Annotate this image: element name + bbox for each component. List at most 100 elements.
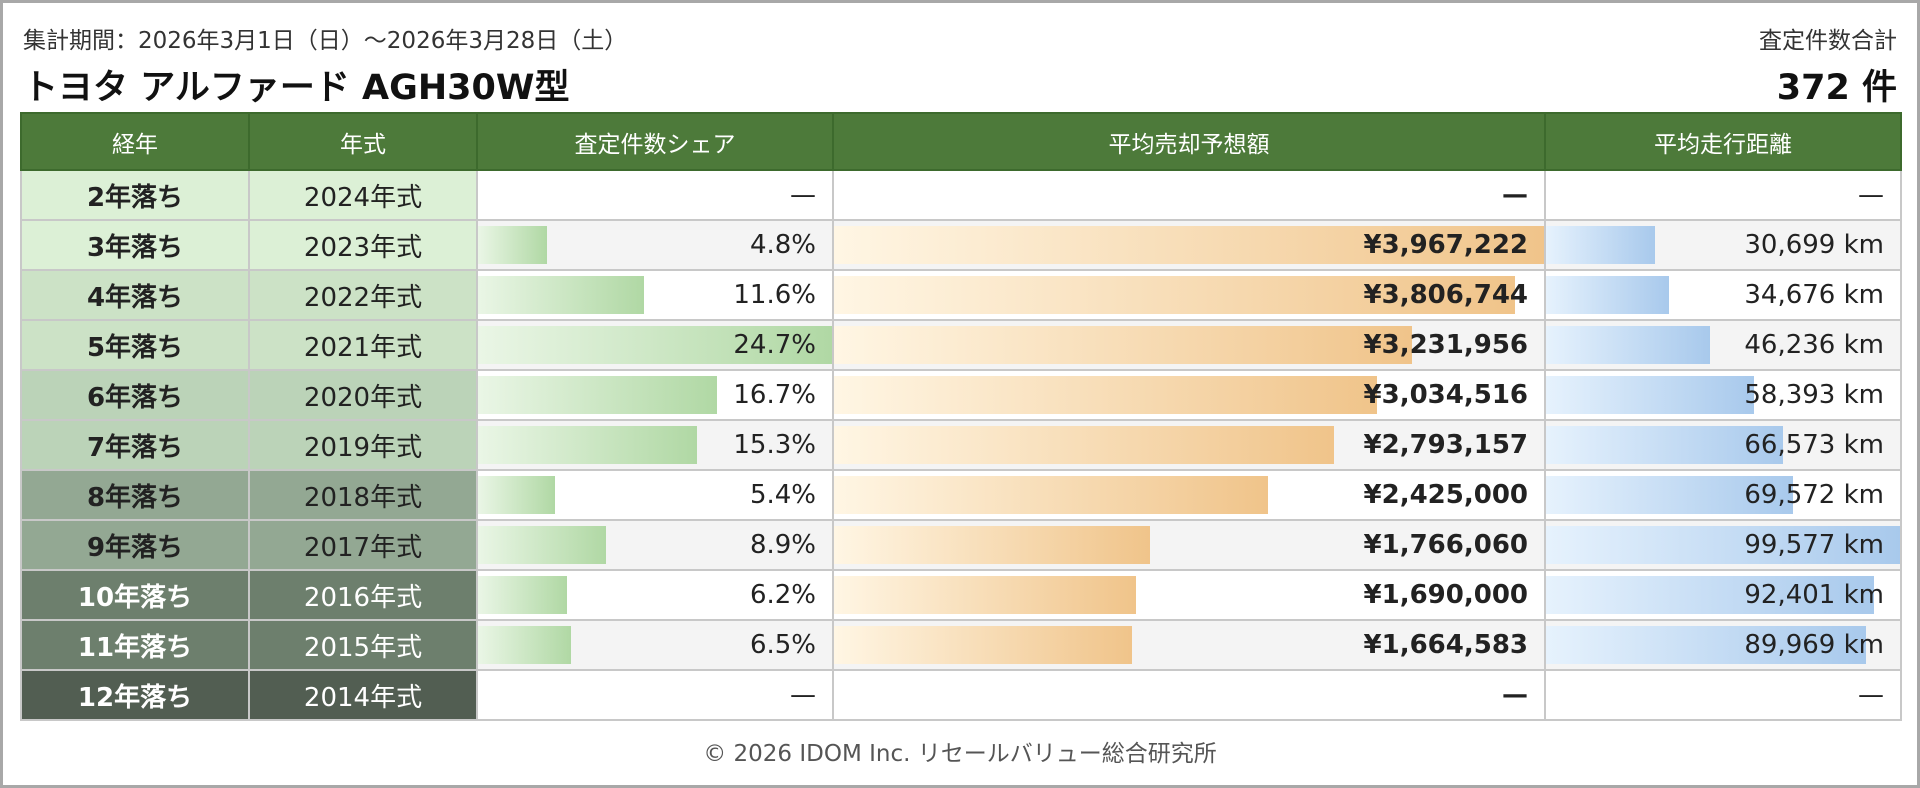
resale-table: 経年 年式 査定件数シェア 平均売却予想額 平均走行距離 2年落ち 2024年式 —… [20, 112, 1902, 721]
mileage-value: — [1858, 680, 1884, 710]
year-cell: 2021年式 [248, 319, 478, 371]
share-bar [479, 226, 547, 264]
price-cell: ¥3,034,516 [832, 369, 1546, 421]
price-value: ¥1,690,000 [1363, 580, 1528, 610]
price-bar [835, 326, 1413, 364]
mileage-value: 58,393 km [1744, 380, 1884, 410]
mileage-cell: 99,577 km [1544, 519, 1902, 571]
price-bar [835, 276, 1516, 314]
share-value: 15.3% [733, 430, 816, 460]
mileage-cell: — [1544, 169, 1902, 221]
mileage-cell: 46,236 km [1544, 319, 1902, 371]
share-cell: 11.6% [476, 269, 834, 321]
column-header-mileage: 平均走行距離 [1544, 112, 1902, 171]
share-value: 5.4% [749, 480, 816, 510]
mileage-value: — [1858, 180, 1884, 210]
share-bar [479, 326, 831, 364]
mileage-cell: 58,393 km [1544, 369, 1902, 421]
price-value: ¥1,766,060 [1363, 530, 1528, 560]
table-row: 5年落ち 2021年式 24.7% ¥3,231,956 46,236 km [20, 319, 1902, 371]
year-cell: 2023年式 [248, 219, 478, 271]
mileage-value: 99,577 km [1744, 530, 1884, 560]
share-cell: — [476, 669, 834, 721]
age-cell: 8年落ち [20, 469, 250, 521]
copyright-footer: © 2026 IDOM Inc. リセールバリュー総合研究所 [703, 741, 1217, 767]
price-cell: ¥3,806,744 [832, 269, 1546, 321]
mileage-value: 92,401 km [1744, 580, 1884, 610]
table-row: 12年落ち 2014年式 — — — [20, 669, 1902, 721]
table-row: 3年落ち 2023年式 4.8% ¥3,967,222 30,699 km [20, 219, 1902, 271]
price-cell: ¥1,690,000 [832, 569, 1546, 621]
price-value: ¥3,806,744 [1363, 280, 1528, 310]
price-bar [835, 576, 1137, 614]
share-value: — [790, 180, 816, 210]
price-cell: ¥3,231,956 [832, 319, 1546, 371]
price-value: ¥1,664,583 [1363, 630, 1528, 660]
age-cell: 6年落ち [20, 369, 250, 421]
share-bar [479, 476, 556, 514]
price-cell: — [832, 669, 1546, 721]
mileage-bar [1547, 626, 1866, 664]
mileage-value: 30,699 km [1744, 230, 1884, 260]
year-cell: 2019年式 [248, 419, 478, 471]
share-bar [479, 626, 572, 664]
share-cell: 8.9% [476, 519, 834, 571]
year-cell: 2018年式 [248, 469, 478, 521]
age-cell: 3年落ち [20, 219, 250, 271]
share-cell: 6.5% [476, 619, 834, 671]
age-cell: 9年落ち [20, 519, 250, 571]
mileage-cell: 92,401 km [1544, 569, 1902, 621]
price-bar [835, 376, 1378, 414]
share-bar [479, 276, 645, 314]
mileage-value: 89,969 km [1744, 630, 1884, 660]
age-cell: 7年落ち [20, 419, 250, 471]
price-cell: ¥3,967,222 [832, 219, 1546, 271]
year-cell: 2015年式 [248, 619, 478, 671]
price-value: ¥2,425,000 [1363, 480, 1528, 510]
year-cell: 2016年式 [248, 569, 478, 621]
share-value: 16.7% [733, 380, 816, 410]
table-row: 2年落ち 2024年式 — — — [20, 169, 1902, 221]
share-cell: 15.3% [476, 419, 834, 471]
mileage-bar [1547, 226, 1656, 264]
mileage-bar [1547, 426, 1783, 464]
mileage-cell: 30,699 km [1544, 219, 1902, 271]
price-cell: ¥2,793,157 [832, 419, 1546, 471]
table-row: 11年落ち 2015年式 6.5% ¥1,664,583 89,969 km [20, 619, 1902, 671]
mileage-bar [1547, 376, 1754, 414]
total-value: 372 件 [1776, 68, 1897, 108]
mileage-cell: 34,676 km [1544, 269, 1902, 321]
column-header-age: 経年 [20, 112, 250, 171]
table-row: 8年落ち 2018年式 5.4% ¥2,425,000 69,572 km [20, 469, 1902, 521]
mileage-value: 66,573 km [1744, 430, 1884, 460]
share-value: 11.6% [733, 280, 816, 310]
table-row: 4年落ち 2022年式 11.6% ¥3,806,744 34,676 km [20, 269, 1902, 321]
column-header-year: 年式 [248, 112, 478, 171]
page-title: トヨタ アルファード AGH30W型 [23, 68, 570, 108]
share-value: — [790, 680, 816, 710]
price-bar [835, 476, 1268, 514]
share-value: 6.5% [749, 630, 816, 660]
year-cell: 2014年式 [248, 669, 478, 721]
table-row: 9年落ち 2017年式 8.9% ¥1,766,060 99,577 km [20, 519, 1902, 571]
price-cell: ¥2,425,000 [832, 469, 1546, 521]
share-value: 6.2% [749, 580, 816, 610]
price-bar [835, 626, 1132, 664]
share-bar [479, 426, 698, 464]
age-cell: 11年落ち [20, 619, 250, 671]
price-value: — [1502, 680, 1528, 710]
mileage-bar [1547, 276, 1670, 314]
report-header: 集計期間：2026年3月1日（日）〜2026年3月28日（土） トヨタ アルファ… [23, 21, 1897, 108]
share-cell: 5.4% [476, 469, 834, 521]
share-bar [479, 376, 718, 414]
year-cell: 2022年式 [248, 269, 478, 321]
share-bar [479, 526, 606, 564]
year-cell: 2020年式 [248, 369, 478, 421]
share-cell: 16.7% [476, 369, 834, 421]
table-row: 6年落ち 2020年式 16.7% ¥3,034,516 58,393 km [20, 369, 1902, 421]
share-value: 8.9% [749, 530, 816, 560]
price-value: ¥3,967,222 [1363, 230, 1528, 260]
price-cell: ¥1,664,583 [832, 619, 1546, 671]
table-body: 2年落ち 2024年式 — — — 3年落ち 2023年式 4.8% ¥3,967,222 30,… [20, 169, 1902, 721]
price-value: ¥2,793,157 [1363, 430, 1528, 460]
